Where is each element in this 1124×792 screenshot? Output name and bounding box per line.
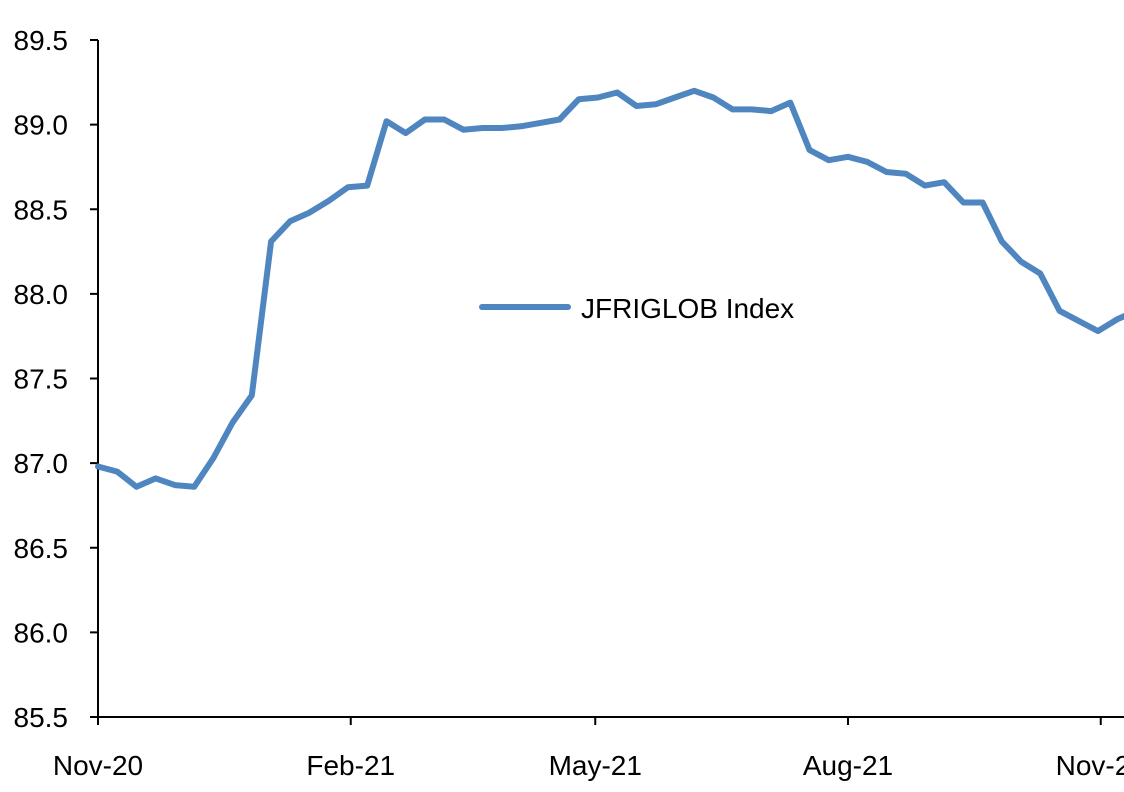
y-tick-label: 88.5: [14, 194, 69, 225]
x-tick-label: Nov-20: [53, 750, 143, 781]
y-axis-ticks: 85.5 86.0 86.5 87.0 87.5 88.0 88.5 89.0 89.5: [14, 25, 98, 733]
y-tick-label: 85.5: [14, 702, 69, 733]
y-tick-label: 88.0: [14, 279, 69, 310]
y-tick-label: 89.5: [14, 25, 69, 56]
y-tick-label: 86.5: [14, 533, 69, 564]
series-line-jfriglob-index: [95, 87, 1124, 490]
x-tick-label: Nov-21: [1056, 750, 1124, 781]
y-tick-label: 89.0: [14, 110, 69, 141]
y-tick-label: 87.0: [14, 448, 69, 479]
x-tick-label: Aug-21: [803, 750, 893, 781]
series-group: [95, 87, 1124, 490]
legend: JFRIGLOB Index: [479, 293, 794, 324]
y-tick-label: 87.5: [14, 364, 69, 395]
x-tick-label: May-21: [549, 750, 642, 781]
x-axis-ticks: Nov-20 Feb-21 May-21 Aug-21 Nov-21: [53, 717, 1124, 781]
legend-label: JFRIGLOB Index: [581, 293, 794, 324]
y-tick-label: 86.0: [14, 617, 69, 648]
x-tick-label: Feb-21: [306, 750, 395, 781]
